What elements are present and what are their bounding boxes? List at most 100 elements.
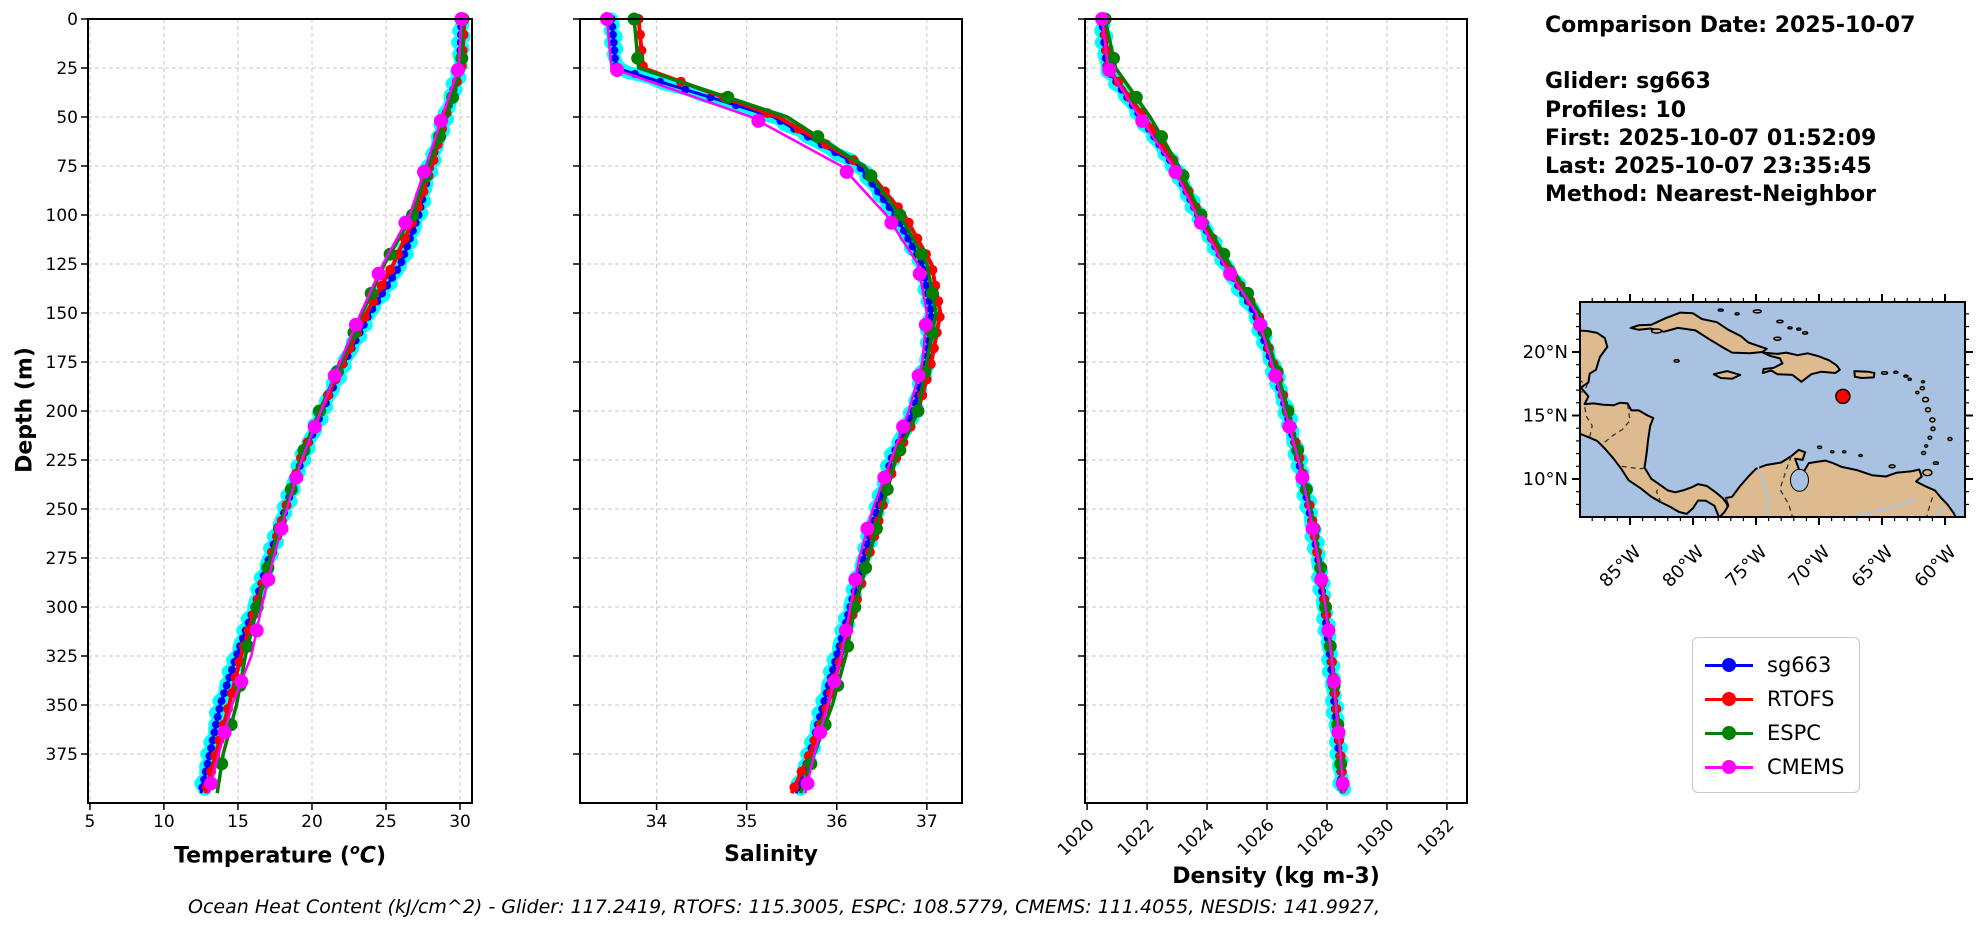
profile-line-sg663	[610, 18, 933, 794]
y-tick-label: 75	[56, 157, 78, 177]
profile-marker-CMEMS	[751, 113, 766, 128]
map-lon-tick-label: 80°W	[1659, 542, 1709, 592]
profile-marker-CMEMS	[1326, 674, 1341, 689]
map-small-island	[1880, 370, 1889, 376]
profile-marker-CMEMS	[307, 419, 322, 434]
profile-marker-sg663	[610, 46, 619, 55]
map-lon-tick-label: 70°W	[1785, 542, 1835, 592]
map-small-island	[1650, 328, 1663, 334]
x-axis-label-salinity: Salinity	[724, 842, 818, 867]
map-small-island	[1893, 370, 1899, 375]
profile-marker-ESPC	[811, 130, 825, 144]
y-tick-label: 200	[46, 402, 78, 422]
map-island-hispaniola	[1761, 351, 1841, 383]
profile-marker-sg663	[203, 759, 212, 768]
x-tick-label: 35	[736, 812, 758, 832]
y-tick-label: 325	[46, 647, 78, 667]
profile-marker-CMEMS	[1223, 266, 1238, 281]
raw-glider-profiles-band	[603, 12, 940, 796]
map-small-island	[1915, 390, 1920, 395]
profile-marker-sg663	[210, 728, 219, 737]
map-small-island	[1776, 319, 1784, 324]
x-tick-label: 1026	[1234, 815, 1279, 860]
profile-marker-CMEMS	[433, 113, 448, 128]
profile-marker-CMEMS	[1168, 164, 1183, 179]
x-tick-label: 20	[301, 812, 323, 832]
y-tick-label: 0	[67, 10, 78, 30]
map-small-island	[1673, 358, 1680, 363]
map-country-border	[1926, 497, 1934, 517]
profile-marker-CMEMS	[1321, 623, 1336, 638]
profile-marker-RTOFS	[789, 782, 800, 793]
profile-marker-sg663	[227, 665, 236, 674]
profile-marker-sg663	[388, 273, 397, 282]
legend-item-ESPC: ESPC	[1705, 716, 1849, 750]
map-lon-tick-label: 75°W	[1722, 542, 1772, 592]
map-country-border	[1779, 455, 1794, 517]
glider-line: Glider: sg663	[1545, 69, 1711, 95]
profile-marker-CMEMS	[217, 725, 232, 740]
profile-marker-CMEMS	[1102, 63, 1117, 77]
map-small-island	[1922, 468, 1933, 477]
y-tick-label: 150	[46, 304, 78, 324]
y-tick-label: 225	[46, 451, 78, 471]
profile-marker-ESPC	[1155, 130, 1168, 144]
profile-marker-CMEMS	[610, 63, 625, 77]
profile-marker-CMEMS	[813, 725, 828, 740]
map-lat-tick-label: 20°N	[1523, 342, 1568, 363]
profile-marker-CMEMS	[911, 368, 926, 383]
method-line: Method: Nearest-Neighbor	[1545, 182, 1876, 208]
profile-marker-RTOFS	[234, 656, 245, 667]
map-small-island	[1773, 336, 1782, 341]
legend-marker-icon	[1705, 692, 1753, 706]
profile-marker-CMEMS	[234, 674, 249, 689]
profile-marker-sg663	[922, 281, 931, 290]
profile-marker-CMEMS	[800, 776, 815, 791]
profile-marker-CMEMS	[450, 63, 465, 77]
profile-marker-sg663	[397, 258, 406, 266]
map-small-island	[1924, 407, 1932, 413]
map-river	[1846, 496, 1918, 517]
profile-marker-CMEMS	[839, 623, 853, 638]
profile-marker-CMEMS	[877, 470, 892, 485]
profile-marker-CMEMS	[918, 317, 933, 332]
x-tick-label: 1020	[1054, 815, 1099, 860]
profile-marker-sg663	[212, 720, 220, 729]
profile-line-CMEMS	[207, 18, 463, 794]
x-tick-label: 1028	[1294, 815, 1339, 860]
profile-marker-sg663	[215, 704, 224, 713]
profile-marker-CMEMS	[1314, 572, 1329, 587]
y-tick-label: 300	[46, 598, 78, 618]
x-tick-label: 1022	[1114, 815, 1159, 860]
x-tick-label: 1032	[1414, 815, 1459, 860]
profile-marker-sg663	[609, 30, 617, 39]
profile-line-ESPC	[1103, 18, 1344, 794]
x-tick-label: 10	[153, 812, 175, 832]
legend-label: RTOFS	[1767, 687, 1835, 711]
legend-marker-icon	[1705, 658, 1753, 672]
profile-marker-CMEMS	[203, 776, 218, 791]
map-small-island	[1923, 444, 1929, 448]
map-country-border	[1583, 404, 1593, 438]
y-tick-label: 175	[46, 353, 78, 373]
map-small-island	[1947, 436, 1953, 442]
legend-item-RTOFS: RTOFS	[1705, 682, 1849, 716]
map-small-island	[1829, 449, 1835, 454]
profile-marker-CMEMS	[1135, 113, 1150, 128]
profile-marker-ESPC	[455, 51, 469, 65]
profile-marker-sg663	[222, 681, 231, 690]
map-small-island	[1752, 309, 1763, 314]
profile-marker-CMEMS	[1335, 776, 1350, 791]
map-island-cuba	[1629, 311, 1768, 355]
legend-dot-sample	[1722, 760, 1736, 774]
info-spacer	[1545, 40, 1915, 68]
profile-marker-RTOFS	[796, 766, 807, 777]
profile-marker-sg663	[207, 744, 216, 753]
profile-marker-ESPC	[859, 561, 873, 575]
profile-marker-CMEMS	[884, 215, 899, 230]
y-tick-label: 275	[46, 549, 78, 569]
profile-marker-CMEMS	[912, 266, 927, 281]
profile-marker-ESPC	[911, 404, 925, 418]
